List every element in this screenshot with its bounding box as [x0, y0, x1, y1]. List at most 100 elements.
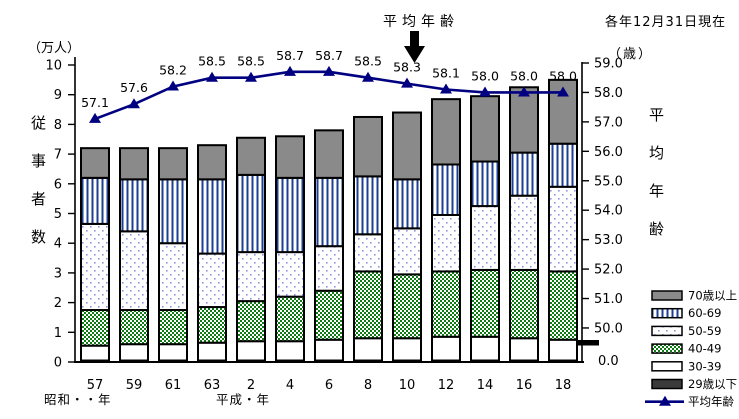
left-axis-title: 従事者数: [30, 114, 46, 246]
left-axis-tick-label: 4: [54, 237, 62, 252]
avg-age-marker: [479, 86, 491, 97]
legend-line-marker-icon: [659, 395, 671, 406]
bar-segment-60-69: [119, 178, 149, 233]
x-axis-tick-label: 6: [325, 378, 333, 393]
bar-segment-30-39: [470, 335, 500, 362]
legend-item-29歳以下: 29歳以下: [651, 377, 737, 391]
bar-segment-40-49: [236, 300, 266, 343]
legend-item-50-59: 50-59: [651, 324, 721, 338]
avg-age-value-label: 57.1: [81, 95, 109, 110]
bar-segment-40-49: [509, 268, 539, 340]
bar-6: [314, 129, 344, 363]
left-axis-tick-label: 3: [54, 266, 62, 281]
bar-segment-40-49: [314, 289, 344, 341]
bar-63: [197, 144, 227, 363]
bar-segment-60-69: [470, 160, 500, 208]
bar-segment-60-69: [275, 176, 305, 254]
left-axis-tick-label: 7: [54, 148, 62, 163]
legend-swatch-icon: [651, 290, 683, 301]
legend-item-平均年齢: 平均年齢: [645, 395, 734, 409]
legend-item-label: 60-69: [688, 306, 721, 320]
bar-segment-60-69: [236, 173, 266, 254]
bar-segment-50-59: [353, 233, 383, 273]
bar-segment-70歳以上: [236, 136, 266, 176]
left-axis-tick-label: 8: [54, 118, 62, 133]
left-axis-tick-label: 0: [54, 356, 62, 371]
bar-segment-40-49: [119, 309, 149, 346]
bar-segment-50-59: [275, 251, 305, 298]
bar-segment-60-69: [431, 163, 461, 216]
x-axis-tick-label: 14: [477, 378, 494, 393]
avg-age-callout-label: 平均年齢: [383, 14, 459, 30]
bar-59: [119, 147, 149, 363]
bar-segment-50-59: [236, 251, 266, 303]
bar-segment-40-49: [275, 295, 305, 343]
x-axis-tick-label: 57: [87, 378, 104, 393]
bar-segment-70歳以上: [119, 147, 149, 181]
bar-segment-50-59: [431, 213, 461, 273]
avg-age-marker: [89, 112, 101, 123]
right-axis-tick-label: 53.0: [594, 233, 623, 248]
legend-item-label: 平均年齢: [688, 395, 734, 409]
bar-18: [548, 78, 578, 363]
era-label-heisei: 平成・年: [216, 392, 271, 407]
avg-age-marker: [362, 71, 374, 82]
x-axis-tick-label: 10: [399, 378, 416, 393]
legend-swatch-icon: [651, 361, 683, 372]
right-axis-title: 平均年齢: [648, 106, 664, 238]
right-axis-tick-label: 51.0: [594, 292, 623, 307]
date-note-label: 各年12月31日現在: [605, 15, 727, 30]
right-axis-break-label: 0.0: [598, 354, 619, 369]
legend-item-label: 30-39: [688, 359, 721, 373]
bar-segment-50-59: [470, 205, 500, 271]
bar-2: [236, 136, 266, 363]
bar-segment-60-69: [158, 178, 188, 245]
bar-segment-30-39: [314, 338, 344, 362]
bar-segment-40-49: [353, 270, 383, 340]
bar-12: [431, 98, 461, 363]
bar-10: [392, 111, 422, 363]
right-axis-tick-label: 56.0: [594, 145, 623, 160]
left-axis-tick-label: 5: [54, 207, 62, 222]
avg-age-value-label: 58.1: [432, 65, 460, 80]
right-axis-tick-label: 55.0: [594, 174, 623, 189]
down-arrow-icon: [404, 31, 425, 63]
axis-break-mark: [571, 340, 599, 346]
bar-segment-30-39: [509, 337, 539, 362]
x-axis-tick-label: 63: [204, 378, 221, 393]
bar-segment-40-49: [431, 270, 461, 338]
avg-age-value-label: 58.5: [354, 54, 382, 69]
avg-age-marker: [245, 71, 257, 82]
legend-swatch-icon: [651, 325, 683, 337]
right-axis-tick-label: 50.0: [594, 321, 623, 336]
legend-item-label: 40-49: [688, 342, 721, 356]
bar-segment-40-49: [80, 309, 110, 347]
bar-segment-70歳以上: [158, 147, 188, 181]
bar-segment-60-69: [80, 176, 110, 225]
bar-16: [509, 86, 539, 363]
avg-age-marker: [557, 86, 569, 97]
bar-segment-50-59: [314, 245, 344, 292]
bar-segment-60-69: [392, 178, 422, 230]
avg-age-marker: [440, 83, 452, 94]
right-axis-unit-label: （歳）: [608, 47, 654, 62]
bar-segment-40-49: [470, 268, 500, 338]
left-axis-tick-label: 10: [45, 59, 62, 74]
bar-segment-30-39: [548, 338, 578, 362]
left-axis-tick-label: 2: [54, 296, 62, 311]
right-axis-tick-label: 52.0: [594, 263, 623, 278]
avg-age-marker: [128, 98, 140, 109]
bar-segment-50-59: [119, 230, 149, 312]
bar-segment-60-69: [314, 176, 344, 248]
bar-segment-50-59: [392, 227, 422, 276]
bar-segment-30-39: [119, 343, 149, 362]
bar-segment-70歳以上: [353, 115, 383, 178]
avg-age-value-label: 58.5: [237, 54, 265, 69]
bar-segment-30-39: [236, 340, 266, 362]
legend-swatch-icon: [651, 378, 683, 390]
avg-age-value-label: 58.7: [276, 48, 304, 63]
legend-item-40-49: 40-49: [651, 342, 721, 356]
